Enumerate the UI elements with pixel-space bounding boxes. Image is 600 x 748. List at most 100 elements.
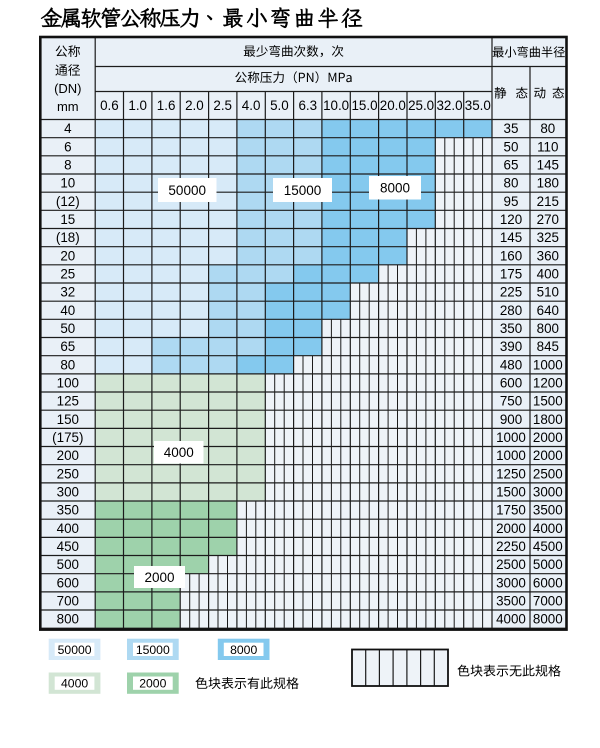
svg-text:350: 350 [500, 321, 522, 336]
svg-text:2000: 2000 [496, 521, 526, 536]
svg-text:1000: 1000 [533, 357, 563, 372]
svg-text:2.0: 2.0 [185, 98, 204, 113]
svg-text:4500: 4500 [533, 539, 563, 554]
svg-text:2500: 2500 [496, 557, 526, 572]
svg-text:145: 145 [537, 158, 559, 173]
svg-text:4.0: 4.0 [242, 98, 261, 113]
svg-text:500: 500 [57, 557, 79, 572]
svg-text:6.3: 6.3 [298, 98, 317, 113]
svg-text:mm: mm [57, 99, 79, 114]
svg-text:(18): (18) [56, 230, 80, 245]
svg-text:1250: 1250 [496, 466, 526, 481]
svg-text:50: 50 [60, 321, 75, 336]
svg-text:900: 900 [500, 412, 522, 427]
svg-text:600: 600 [57, 575, 79, 590]
svg-text:125: 125 [57, 394, 79, 409]
svg-text:250: 250 [57, 466, 79, 481]
svg-text:4000: 4000 [533, 521, 563, 536]
svg-text:95: 95 [504, 194, 519, 209]
svg-text:4: 4 [64, 121, 72, 136]
svg-text:6: 6 [64, 139, 71, 154]
svg-text:32.0: 32.0 [436, 98, 462, 113]
svg-text:270: 270 [537, 212, 559, 227]
svg-text:1000: 1000 [496, 448, 526, 463]
svg-text:10.0: 10.0 [323, 98, 349, 113]
svg-text:175: 175 [500, 267, 522, 282]
svg-text:65: 65 [60, 339, 75, 354]
svg-text:2250: 2250 [496, 539, 526, 554]
svg-text:7000: 7000 [533, 594, 563, 609]
svg-text:80: 80 [504, 176, 519, 191]
svg-text:1800: 1800 [533, 412, 563, 427]
svg-text:2000: 2000 [533, 430, 563, 445]
svg-text:480: 480 [500, 357, 522, 372]
svg-text:15000: 15000 [136, 643, 170, 657]
svg-text:(12): (12) [56, 194, 80, 209]
svg-text:640: 640 [537, 303, 559, 318]
svg-text:1500: 1500 [496, 485, 526, 500]
svg-text:120: 120 [500, 212, 522, 227]
svg-text:5000: 5000 [533, 557, 563, 572]
svg-text:700: 700 [57, 594, 79, 609]
svg-text:4000: 4000 [496, 612, 526, 627]
svg-text:510: 510 [537, 285, 559, 300]
svg-text:145: 145 [500, 230, 522, 245]
svg-text:8000: 8000 [230, 643, 257, 657]
svg-text:15: 15 [60, 212, 75, 227]
svg-text:35: 35 [504, 121, 519, 136]
svg-text:20.0: 20.0 [380, 98, 406, 113]
svg-text:6000: 6000 [533, 575, 563, 590]
svg-text:2000: 2000 [139, 677, 166, 691]
svg-text:360: 360 [537, 248, 559, 263]
svg-text:80: 80 [540, 121, 555, 136]
svg-text:3500: 3500 [496, 594, 526, 609]
svg-text:2.5: 2.5 [213, 98, 232, 113]
svg-text:(175): (175) [52, 430, 83, 445]
svg-text:8: 8 [64, 158, 71, 173]
svg-text:1500: 1500 [533, 394, 563, 409]
svg-text:600: 600 [500, 376, 522, 391]
svg-text:3000: 3000 [533, 485, 563, 500]
svg-text:65: 65 [504, 158, 519, 173]
svg-text:1000: 1000 [496, 430, 526, 445]
svg-text:3500: 3500 [533, 503, 563, 518]
svg-text:400: 400 [57, 521, 79, 536]
svg-text:1.6: 1.6 [157, 98, 176, 113]
svg-text:845: 845 [537, 339, 559, 354]
svg-text:25: 25 [60, 267, 75, 282]
svg-text:110: 110 [537, 139, 558, 154]
svg-text:160: 160 [500, 248, 522, 263]
svg-text:2000: 2000 [533, 448, 563, 463]
svg-text:200: 200 [57, 448, 79, 463]
svg-text:8000: 8000 [533, 612, 563, 627]
svg-text:32: 32 [60, 285, 75, 300]
svg-text:450: 450 [57, 539, 79, 554]
svg-text:1200: 1200 [533, 376, 563, 391]
svg-text:400: 400 [537, 267, 559, 282]
svg-text:35.0: 35.0 [465, 98, 491, 113]
svg-text:800: 800 [57, 612, 79, 627]
svg-text:20: 20 [60, 248, 75, 263]
svg-text:4000: 4000 [61, 677, 88, 691]
svg-text:50: 50 [504, 139, 519, 154]
svg-text:1750: 1750 [496, 503, 526, 518]
svg-text:15.0: 15.0 [351, 98, 377, 113]
svg-text:25.0: 25.0 [408, 98, 434, 113]
svg-text:350: 350 [57, 503, 79, 518]
svg-text:325: 325 [537, 230, 559, 245]
svg-text:(DN): (DN) [54, 81, 81, 96]
svg-text:40: 40 [60, 303, 75, 318]
svg-text:50000: 50000 [168, 183, 206, 198]
svg-text:80: 80 [60, 357, 75, 372]
svg-text:0.6: 0.6 [100, 98, 119, 113]
svg-text:280: 280 [500, 303, 522, 318]
svg-text:8000: 8000 [380, 181, 410, 196]
svg-text:300: 300 [57, 485, 79, 500]
svg-text:5.0: 5.0 [270, 98, 289, 113]
svg-text:800: 800 [537, 321, 559, 336]
svg-text:1.0: 1.0 [128, 98, 147, 113]
svg-text:215: 215 [537, 194, 559, 209]
svg-text:15000: 15000 [284, 183, 322, 198]
svg-text:100: 100 [57, 376, 79, 391]
svg-text:225: 225 [500, 285, 522, 300]
